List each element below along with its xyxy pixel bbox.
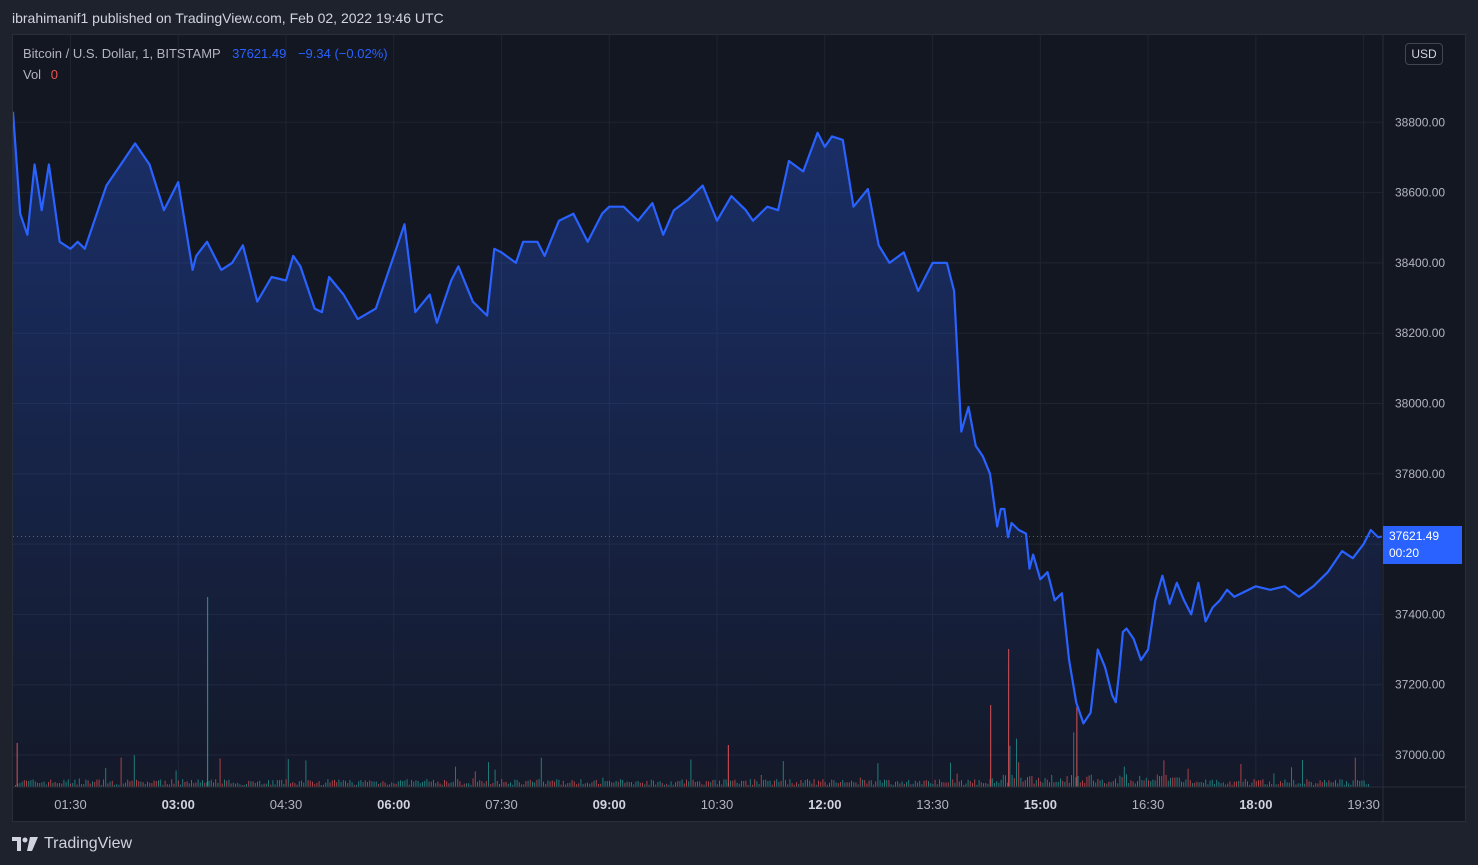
x-tick-label: 09:00 <box>593 797 626 812</box>
volume-legend: Vol 0 <box>23 67 58 82</box>
tradingview-logo-icon <box>12 837 38 851</box>
x-tick-label: 19:30 <box>1347 797 1380 812</box>
x-tick-label: 07:30 <box>485 797 518 812</box>
y-tick-label: 38200.00 <box>1395 326 1445 340</box>
x-tick-label: 06:00 <box>377 797 410 812</box>
x-tick-label: 13:30 <box>916 797 949 812</box>
price-line <box>13 111 1382 725</box>
volume-label: Vol <box>23 67 42 82</box>
price-area <box>13 111 1382 788</box>
x-tick-label: 10:30 <box>701 797 734 812</box>
x-tick-label: 15:00 <box>1024 797 1057 812</box>
currency-button[interactable]: USD <box>1405 43 1443 65</box>
legend-change: −9.34 (−0.02%) <box>297 46 388 61</box>
footer-brand-label: TradingView <box>44 835 133 852</box>
footer-brand[interactable]: TradingView <box>12 832 132 856</box>
symbol-name[interactable]: Bitcoin / U.S. Dollar, 1, BITSTAMP <box>23 46 221 61</box>
y-tick-label: 38000.00 <box>1395 397 1445 411</box>
last-price-value: 37621.49 <box>1389 529 1440 543</box>
x-tick-label: 04:30 <box>270 797 303 812</box>
x-tick-label: 01:30 <box>54 797 87 812</box>
y-tick-label: 37200.00 <box>1395 678 1445 692</box>
symbol-legend: Bitcoin / U.S. Dollar, 1, BITSTAMP 37621… <box>23 46 388 61</box>
x-tick-label: 16:30 <box>1132 797 1165 812</box>
y-tick-label: 38800.00 <box>1395 115 1445 129</box>
publish-line: ibrahimanif1 published on TradingView.co… <box>12 10 444 26</box>
y-tick-label: 37400.00 <box>1395 607 1445 621</box>
y-tick-label: 37800.00 <box>1395 467 1445 481</box>
price-chart[interactable]: 37000.0037200.0037400.0037600.0037800.00… <box>13 35 1467 823</box>
legend-price: 37621.49 <box>232 46 287 61</box>
y-tick-label: 37000.00 <box>1395 748 1445 762</box>
y-tick-label: 38400.00 <box>1395 256 1445 270</box>
chart-panel[interactable]: 37000.0037200.0037400.0037600.0037800.00… <box>12 34 1467 823</box>
x-tick-label: 18:00 <box>1239 797 1272 812</box>
last-price-badge: 37621.49 00:20 <box>1383 526 1462 564</box>
x-tick-label: 03:00 <box>162 797 195 812</box>
volume-value: 0 <box>50 67 58 82</box>
y-tick-label: 38600.00 <box>1395 186 1445 200</box>
x-tick-label: 12:00 <box>808 797 841 812</box>
bar-countdown: 00:20 <box>1389 546 1420 560</box>
